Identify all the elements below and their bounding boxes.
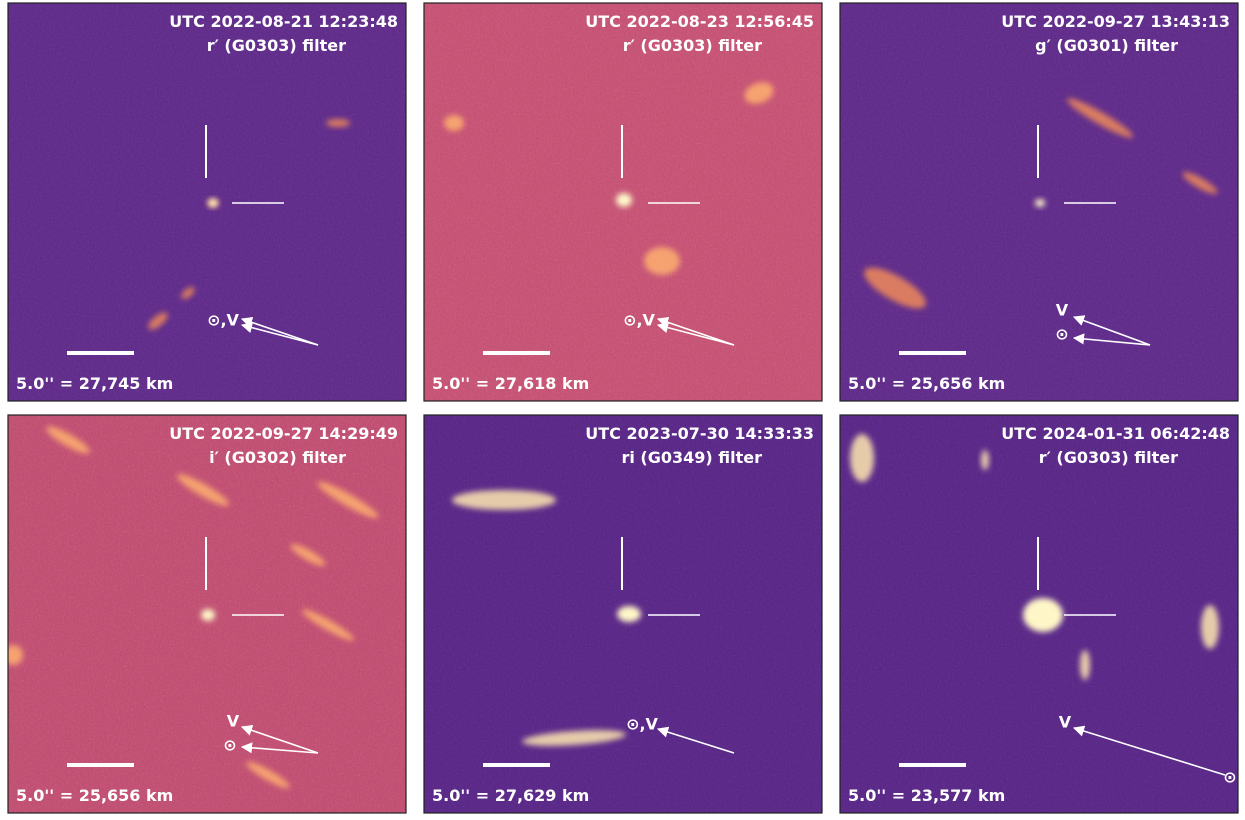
source	[981, 450, 989, 470]
frame	[7, 2, 407, 402]
frame	[839, 414, 1239, 814]
source	[1080, 650, 1090, 680]
image	[8, 415, 406, 813]
scale-label: 5.0'' = 27,629 km	[432, 786, 589, 805]
image-panel: UTC 2022-09-27 14:29:49 i′ (G0302) filter…	[7, 414, 407, 814]
timestamp: UTC 2022-09-27 14:29:49	[169, 424, 398, 443]
source	[744, 82, 774, 104]
image	[424, 415, 822, 813]
source	[1066, 98, 1134, 138]
target	[201, 609, 215, 621]
direction-arrow	[240, 724, 319, 754]
filter-label: r′ (G0303) filter	[623, 36, 762, 55]
direction-label: ⊙	[1055, 325, 1068, 344]
source	[181, 287, 195, 299]
timestamp: UTC 2023-07-30 14:33:33	[585, 424, 814, 443]
source	[246, 761, 290, 789]
source	[326, 119, 350, 127]
image-panel: UTC 2024-01-31 06:42:48 r′ (G0303) filter…	[839, 414, 1239, 814]
target	[617, 606, 641, 622]
target	[616, 193, 632, 207]
direction-arrow	[656, 322, 735, 346]
source	[290, 544, 326, 566]
timestamp: UTC 2022-08-23 12:56:45	[585, 12, 814, 31]
source	[1201, 605, 1219, 649]
source	[452, 490, 556, 510]
direction-label: V	[227, 712, 240, 731]
source	[176, 474, 230, 506]
direction-arrow	[656, 316, 735, 346]
filter-label: r′ (G0303) filter	[1039, 448, 1178, 467]
filter-label: r′ (G0303) filter	[207, 36, 346, 55]
scale-label: 5.0'' = 27,618 km	[432, 374, 589, 393]
source	[864, 267, 926, 309]
source	[850, 434, 874, 482]
timestamp: UTC 2022-09-27 13:43:13	[1001, 12, 1230, 31]
frame	[423, 414, 823, 814]
image-panel: UTC 2023-07-30 14:33:33 ri (G0349) filter…	[423, 414, 823, 814]
scale-label: 5.0'' = 23,577 km	[848, 786, 1005, 805]
scale-label: 5.0'' = 25,656 km	[848, 374, 1005, 393]
filter-label: ri (G0349) filter	[621, 448, 762, 467]
source	[317, 481, 379, 519]
image	[424, 3, 822, 401]
filter-label: g′ (G0301) filter	[1035, 36, 1178, 55]
target	[1023, 598, 1063, 632]
source	[46, 426, 90, 454]
scale-label: 5.0'' = 27,745 km	[16, 374, 173, 393]
direction-label: ⊙,V	[207, 311, 239, 330]
direction-arrow	[1072, 315, 1151, 346]
direction-label: ⊙	[223, 736, 236, 755]
timestamp: UTC 2024-01-31 06:42:48	[1001, 424, 1230, 443]
frame	[423, 2, 823, 402]
direction-arrow	[656, 726, 735, 754]
noise	[8, 3, 406, 401]
direction-label: V	[1056, 301, 1069, 320]
timestamp: UTC 2022-08-21 12:23:48	[169, 12, 398, 31]
source	[301, 609, 355, 641]
image-panel: UTC 2022-08-21 12:23:48 r′ (G0303) filter…	[7, 2, 407, 402]
source	[1182, 172, 1218, 194]
target	[1035, 199, 1045, 207]
source	[522, 730, 626, 746]
filter-label: i′ (G0302) filter	[209, 448, 346, 467]
image	[840, 3, 1238, 401]
source	[644, 247, 680, 275]
image	[840, 415, 1238, 813]
direction-label: V	[1059, 713, 1072, 732]
direction-label: ⊙	[1223, 768, 1236, 787]
frame	[839, 2, 1239, 402]
source	[148, 312, 168, 330]
image-panel: UTC 2022-09-27 13:43:13 g′ (G0301) filter…	[839, 2, 1239, 402]
target	[208, 199, 218, 207]
scale-label: 5.0'' = 25,656 km	[16, 786, 173, 805]
direction-arrow	[240, 322, 319, 346]
direction-label: ⊙,V	[623, 311, 655, 330]
direction-arrow	[240, 742, 319, 754]
frame	[7, 414, 407, 814]
direction-label: ⊙,V	[626, 715, 658, 734]
image	[8, 3, 406, 401]
direction-arrow	[1072, 725, 1226, 776]
direction-arrow	[1072, 333, 1151, 346]
source	[444, 115, 464, 131]
image-panel: UTC 2022-08-23 12:56:45 r′ (G0303) filter…	[423, 2, 823, 402]
direction-arrow	[240, 316, 319, 346]
source	[8, 645, 23, 665]
